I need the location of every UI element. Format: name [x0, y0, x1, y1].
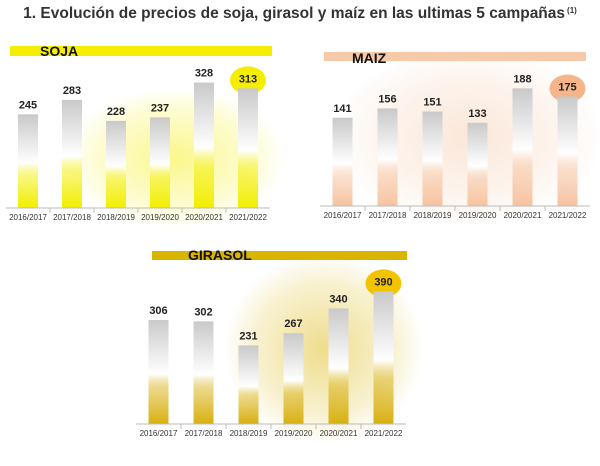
maiz-category-label-2019/2020: 2019/2020: [459, 211, 497, 220]
girasol-bar-2017/2018: [193, 321, 214, 424]
girasol-title: GIRASOL: [188, 247, 252, 263]
girasol-value-label-2016/2017: 306: [149, 305, 167, 317]
girasol-chart-svg: 306 2016/2017 302 2017/2018 231 2018/2019 267 2…: [136, 251, 424, 444]
soja-bar-2019/2020: [150, 117, 170, 208]
soja-value-label-2017/2018: 283: [63, 85, 81, 97]
maiz-category-label-2016/2017: 2016/2017: [324, 211, 362, 220]
maiz-chart: 141 2016/2017 156 2017/2018 151 2018/2019 133 2…: [318, 42, 600, 228]
maiz-chart-svg: 141 2016/2017 156 2017/2018 151 2018/2019 133 2…: [320, 47, 600, 227]
soja-title: SOJA: [40, 43, 79, 59]
girasol-category-label-2019/2020: 2019/2020: [275, 429, 313, 438]
soja-highlight-badge: [230, 66, 266, 95]
soja-category-label-2017/2018: 2017/2018: [53, 213, 91, 222]
soja-bar-2017/2018: [62, 99, 82, 208]
soja-category-label-2018/2019: 2018/2019: [97, 213, 135, 222]
soja-value-label-2018/2019: 228: [107, 106, 125, 118]
girasol-category-label-2017/2018: 2017/2018: [185, 429, 223, 438]
maiz-value-label-2021/2022: 175: [558, 82, 576, 94]
soja-category-label-2016/2017: 2016/2017: [9, 213, 47, 222]
maiz-bar-2018/2019: [422, 111, 443, 206]
girasol-title-band: [152, 251, 407, 260]
maiz-category-label-2017/2018: 2017/2018: [369, 211, 407, 220]
maiz-bar-2017/2018: [377, 108, 398, 206]
girasol-bar-2020/2021: [328, 308, 349, 424]
soja-category-label-2020/2021: 2020/2021: [185, 213, 223, 222]
girasol-bar-2018/2019: [238, 345, 259, 424]
maiz-bar-2020/2021: [512, 88, 533, 206]
title-footnote: (1): [567, 6, 577, 15]
page-title: 1. Evolución de precios de soja, girasol…: [23, 5, 577, 22]
girasol-value-label-2019/2020: 267: [284, 318, 302, 330]
maiz-title: MAIZ: [352, 50, 387, 66]
soja-bar-2018/2019: [106, 120, 126, 208]
girasol-category-label-2020/2021: 2020/2021: [320, 429, 358, 438]
maiz-bar-2019/2020: [467, 122, 488, 206]
maiz-value-label-2020/2021: 188: [513, 73, 531, 85]
girasol-value-label-2021/2022: 390: [374, 276, 392, 288]
maiz-highlight-badge: [549, 74, 586, 103]
soja-bar-2021/2022: [238, 88, 258, 208]
maiz-bar-2021/2022: [557, 96, 578, 206]
maiz-value-label-2019/2020: 133: [468, 108, 486, 120]
soja-chart-svg: 245 2016/2017 283 2017/2018 228 2018/2019 237 2…: [6, 46, 285, 228]
soja-bar-2020/2021: [194, 82, 214, 208]
soja-title-band: [10, 46, 272, 56]
maiz-value-label-2018/2019: 151: [423, 97, 441, 109]
girasol-category-label-2018/2019: 2018/2019: [230, 429, 268, 438]
girasol-value-label-2017/2018: 302: [194, 306, 212, 318]
girasol-category-label-2016/2017: 2016/2017: [140, 429, 178, 438]
maiz-seed-backdrop: [333, 47, 600, 227]
girasol-value-label-2018/2019: 231: [239, 330, 257, 342]
maiz-category-label-2021/2022: 2021/2022: [549, 211, 587, 220]
soja-category-label-2019/2020: 2019/2020: [141, 213, 179, 222]
girasol-bar-2021/2022: [373, 291, 394, 424]
soja-value-label-2021/2022: 313: [239, 73, 257, 85]
soja-value-label-2016/2017: 245: [19, 99, 37, 111]
maiz-bar-2016/2017: [332, 117, 353, 206]
soja-value-label-2020/2021: 328: [195, 68, 213, 80]
girasol-value-label-2020/2021: 340: [329, 293, 347, 305]
girasol-bar-2016/2017: [148, 319, 169, 424]
maiz-value-label-2017/2018: 156: [378, 93, 396, 105]
soja-category-label-2021/2022: 2021/2022: [229, 213, 267, 222]
maiz-value-label-2016/2017: 141: [333, 103, 351, 115]
girasol-bar-2019/2020: [283, 333, 304, 424]
maiz-category-label-2018/2019: 2018/2019: [414, 211, 452, 220]
soja-value-label-2019/2020: 237: [151, 102, 169, 114]
soja-chart: 245 2016/2017 283 2017/2018 228 2018/2019 237 2…: [0, 38, 290, 228]
girasol-category-label-2021/2022: 2021/2022: [365, 429, 403, 438]
maiz-category-label-2020/2021: 2020/2021: [504, 211, 542, 220]
girasol-highlight-badge: [365, 269, 402, 298]
girasol-chart: 306 2016/2017 302 2017/2018 231 2018/2019 267 2…: [134, 244, 424, 444]
maiz-title-band: [324, 52, 586, 61]
soja-bar-2016/2017: [18, 114, 38, 208]
